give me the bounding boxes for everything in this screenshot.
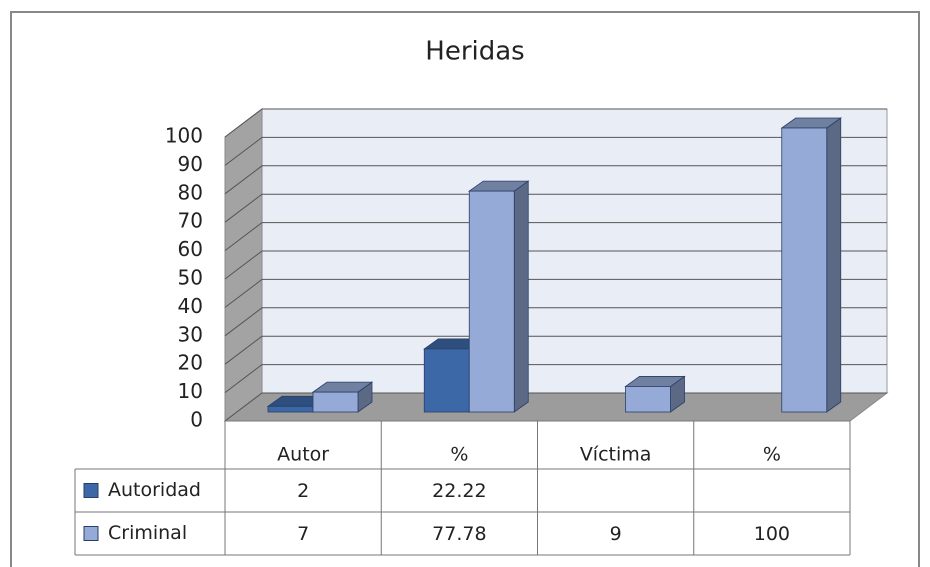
y-tick-label: 20 [178,351,203,375]
x-tick-label: Autor [277,444,329,466]
legend-swatch [83,526,99,541]
y-tick-label: 60 [178,237,203,261]
bar [312,391,359,413]
chart-title: Heridas [425,37,524,67]
grid-line [224,136,887,166]
legend-label: Autoridad [108,479,201,501]
x-tick-label: % [763,444,781,466]
grid-line [224,108,887,138]
bar [625,386,671,413]
table-value: 9 [610,523,622,545]
x-tick-label: % [450,444,468,466]
y-tick-label: 40 [178,294,203,318]
bar-side [826,117,842,413]
table-value: 100 [754,523,790,545]
bar [423,348,470,413]
y-tick-label: 0 [190,408,203,432]
y-tick-label: 30 [178,322,203,346]
grid-line [224,165,887,195]
table-value: 7 [297,523,309,545]
bar-side [513,180,529,413]
y-tick-label: 50 [178,266,203,290]
table-value: 22.22 [432,480,486,502]
y-tick-label: 100 [165,124,203,148]
bar [781,127,828,413]
grid-line [224,193,887,223]
grid-line [224,278,887,308]
x-tick-label: Víctima [580,444,652,466]
legend-swatch [83,483,99,498]
table-value: 77.78 [432,523,486,545]
grid-line [224,222,887,251]
grid-line [224,250,887,280]
y-tick-label: 10 [178,379,203,403]
y-tick-label: 80 [178,180,203,204]
grid-line [224,335,887,365]
grid-line [224,307,887,337]
y-tick-label: 70 [178,209,203,233]
legend-label: Criminal [108,522,187,544]
grid-line [224,364,887,393]
table-value: 2 [297,480,309,502]
bar [267,405,314,413]
bar [468,190,515,413]
y-tick-label: 90 [178,152,203,176]
